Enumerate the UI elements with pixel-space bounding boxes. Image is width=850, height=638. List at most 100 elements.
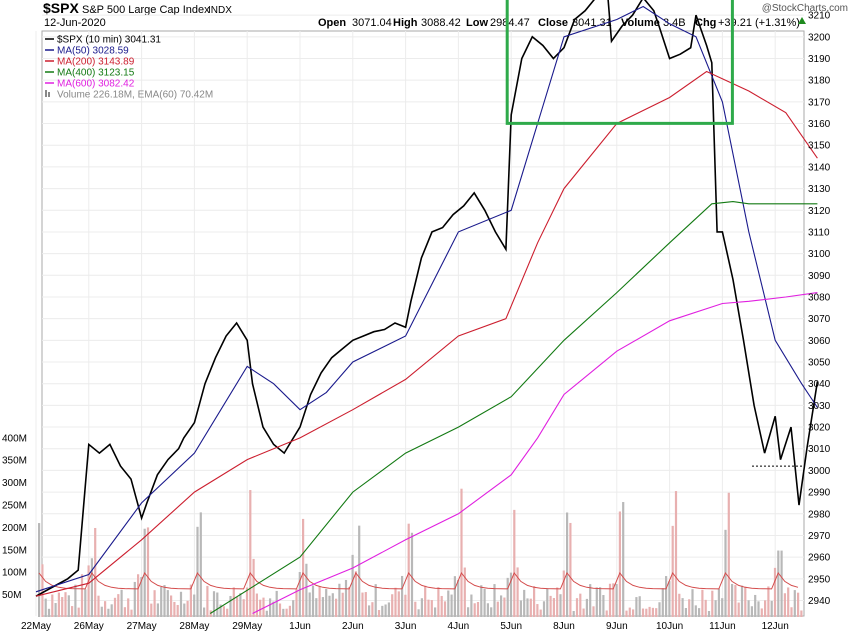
volume-bar: [292, 600, 295, 617]
volume-bar: [615, 584, 618, 617]
volume-bar: [368, 605, 371, 617]
volume-bar: [193, 594, 196, 617]
volume-bar: [589, 584, 592, 617]
volume-bar: [249, 490, 252, 617]
volume-bar: [77, 607, 80, 617]
x-tick-label: 26May: [74, 621, 104, 632]
volume-bar: [701, 589, 704, 617]
close-label: Close: [538, 17, 568, 29]
y-tick-label: 3050: [808, 358, 831, 369]
volume-bar: [608, 583, 612, 617]
volume-bar: [130, 609, 133, 617]
volume-bar: [638, 596, 641, 617]
volume-bar: [707, 610, 711, 617]
volume-bar: [533, 586, 536, 617]
volume-bar: [754, 594, 757, 617]
volume-bar: [335, 598, 338, 617]
volume-bar: [328, 595, 331, 617]
volume-bar: [595, 587, 598, 617]
volume-bar: [674, 491, 678, 617]
volume-bar: [480, 585, 483, 617]
volume-bar: [793, 590, 796, 617]
volume-bar: [137, 574, 140, 617]
chg-value: +39.21 (+1.31%): [718, 17, 800, 29]
volume-bar: [681, 598, 684, 617]
volume-bar: [278, 603, 282, 617]
volume-bar: [341, 592, 344, 617]
volume-bar: [374, 584, 377, 617]
volume-bar: [41, 564, 44, 617]
y-tick-label: 3190: [808, 54, 831, 65]
volume-bar: [206, 585, 209, 617]
x-tick-label: 22May: [21, 621, 51, 632]
volume-bar: [321, 597, 324, 617]
volume-bar: [556, 587, 559, 617]
volume-bar: [44, 598, 47, 617]
y-tick-label: 3070: [808, 314, 831, 325]
volume-bar: [496, 601, 499, 617]
volume-bar: [384, 604, 387, 617]
volume-bar: [787, 587, 790, 617]
volume-bar: [302, 518, 305, 617]
volume-bar: [483, 588, 486, 617]
volume-bar: [189, 584, 192, 617]
volume-bar: [222, 606, 225, 617]
volume-bar: [282, 608, 285, 617]
volume-bar: [655, 608, 658, 617]
volume-bar: [691, 589, 694, 617]
volume-bar: [797, 592, 800, 617]
volume-bar: [417, 609, 420, 617]
volume-bar: [721, 598, 724, 617]
volume-tick-label: 350M: [2, 456, 27, 467]
volume-bar: [506, 577, 509, 617]
volume-bar: [780, 550, 783, 617]
volume-bar: [734, 584, 737, 617]
x-tick-label: 9Jun: [606, 621, 628, 632]
volume-bar: [183, 603, 186, 617]
volume-bar: [486, 603, 489, 617]
volume-bar: [354, 571, 357, 617]
series-line-ma400: [209, 201, 818, 614]
volume-bar: [305, 563, 308, 617]
volume-bar: [47, 608, 51, 617]
volume-bar: [212, 591, 216, 617]
volume-bar: [318, 586, 321, 617]
volume-bar: [500, 595, 503, 617]
y-tick-label: 3110: [808, 227, 830, 238]
volume-bar: [140, 577, 143, 617]
volume-bar: [391, 594, 394, 617]
volume-bar: [711, 590, 714, 617]
volume-bar: [678, 593, 681, 617]
x-tick-label: 11Jun: [709, 621, 736, 632]
y-tick-label: 3040: [808, 379, 831, 390]
volume-bar: [519, 600, 522, 617]
open-label: Open: [318, 17, 346, 29]
volume-bar: [38, 523, 41, 617]
legend-label: MA(400) 3123.15: [57, 68, 135, 79]
volume-bar: [427, 599, 430, 617]
volume-bar: [242, 599, 245, 617]
volume-bar: [163, 585, 166, 617]
volume-bar: [71, 606, 74, 617]
volume-bar: [770, 600, 773, 617]
volume-bar: [97, 595, 100, 617]
high-value: 3088.42: [421, 17, 461, 29]
volume-bar: [146, 527, 150, 617]
volume-bar: [447, 590, 450, 617]
y-tick-label: 2970: [808, 531, 831, 542]
volume-bar: [476, 602, 480, 617]
volume-bar: [401, 575, 404, 617]
volume-bar: [315, 598, 318, 617]
volume-bar: [552, 598, 555, 617]
volume-bar: [539, 609, 542, 617]
volume-bar: [470, 594, 473, 617]
volume-bar: [777, 550, 780, 617]
legend-label: MA(600) 3082.42: [57, 79, 135, 90]
volume-bar: [61, 597, 64, 617]
y-tick-label: 3140: [808, 162, 831, 173]
volume-bar: [410, 532, 414, 617]
volume-bar: [331, 593, 334, 617]
volume-bar: [526, 598, 529, 617]
volume-bar: [453, 576, 456, 617]
volume-bar: [509, 572, 513, 617]
